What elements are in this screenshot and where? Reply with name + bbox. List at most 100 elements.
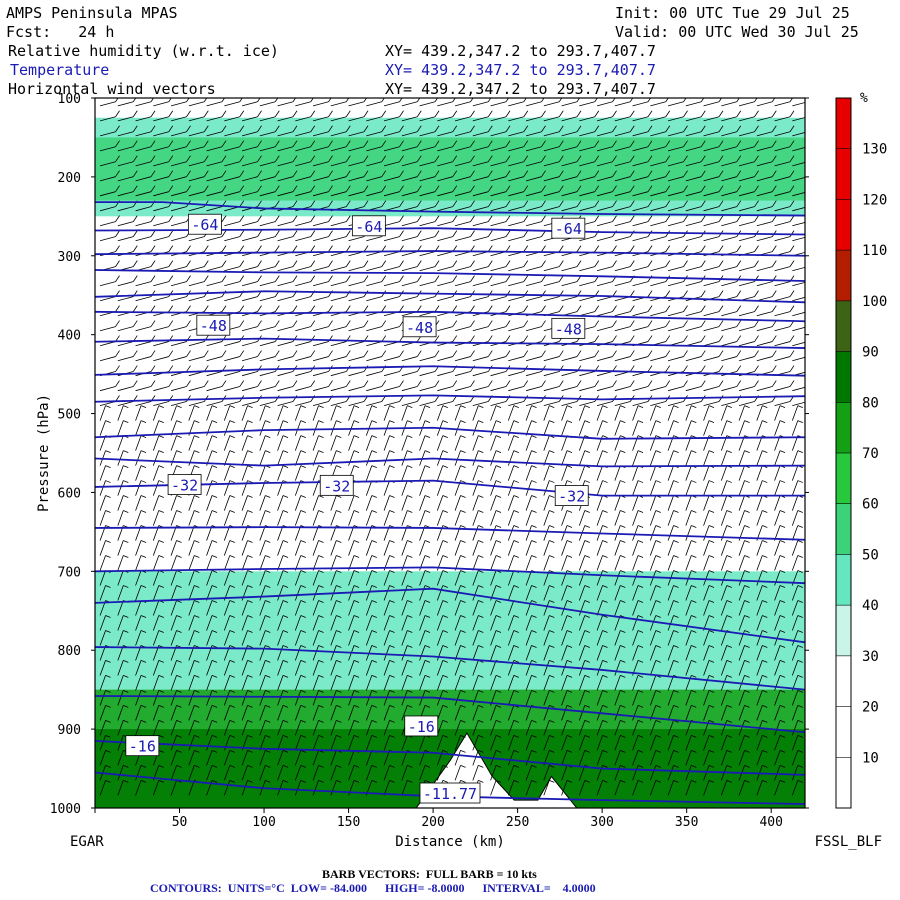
wind-barb [383, 570, 395, 586]
wind-barb [649, 450, 661, 466]
wind-barb [791, 735, 803, 751]
wind-barb [99, 170, 120, 182]
wind-barb [206, 290, 227, 302]
isotherm [95, 201, 805, 217]
wind-barb [312, 98, 332, 107]
colorbar-segment [836, 554, 851, 606]
wind-barb [543, 525, 555, 541]
wind-barb [454, 735, 466, 751]
wind-barb [241, 260, 262, 272]
wind-barb [774, 735, 786, 751]
wind-barb [614, 405, 626, 421]
wind-barb [383, 230, 404, 242]
wind-barb [170, 230, 191, 242]
wind-barb [153, 215, 174, 227]
wind-barb [152, 675, 164, 691]
wind-barb [738, 615, 750, 631]
wind-barb [454, 170, 475, 182]
wind-barb [685, 125, 706, 137]
x-tick-label: 250 [506, 815, 529, 830]
wind-barb [259, 690, 271, 706]
wind-barb [738, 585, 750, 601]
wind-barb [348, 450, 360, 466]
wind-barb [277, 630, 289, 646]
wind-barb [117, 495, 129, 511]
wind-barb [117, 540, 129, 556]
wind-barb [259, 335, 280, 347]
colorbar-segment [836, 402, 851, 453]
wind-barb [578, 735, 590, 751]
wind-barb [490, 200, 511, 212]
wind-barb [561, 510, 573, 526]
wind-barb [614, 170, 635, 182]
wind-barb [508, 155, 529, 167]
wind-barb [437, 305, 458, 317]
wind-barb [99, 540, 111, 556]
contour-label: -48 [406, 319, 433, 337]
wind-barb [383, 645, 395, 661]
wind-barb [774, 170, 795, 182]
wind-barb [650, 335, 671, 347]
wind-barb [188, 615, 200, 631]
wind-barb [525, 260, 546, 272]
wind-barb [507, 690, 519, 706]
wind-barb [188, 110, 209, 122]
wind-barb [135, 555, 147, 571]
wind-barb [99, 779, 111, 796]
wind-barb [632, 764, 644, 781]
wind-barb [774, 125, 795, 137]
wind-barb [117, 230, 138, 242]
wind-barb [525, 630, 537, 646]
wind-barb [383, 764, 395, 781]
colorbar-segment [836, 605, 851, 656]
wind-barb [703, 170, 724, 182]
wind-barb [650, 98, 669, 107]
wind-barb [738, 705, 750, 721]
wind-barb [738, 230, 759, 242]
wind-barb [383, 585, 395, 601]
wind-barb [774, 245, 795, 257]
wind-barb [596, 450, 608, 466]
contour-label: -16 [129, 738, 156, 756]
wind-barb [472, 230, 493, 242]
wind-barb [472, 645, 484, 661]
wind-barb [774, 480, 786, 496]
wind-barb [153, 365, 174, 377]
wind-barb [259, 764, 271, 781]
x-tick-label: 150 [337, 815, 360, 830]
wind-barb [508, 98, 527, 107]
wind-barb [188, 690, 200, 706]
wind-barb [170, 615, 182, 631]
wind-barb [401, 540, 413, 556]
wind-barb [792, 251, 805, 257]
wind-barb [738, 720, 750, 736]
wind-barb [135, 350, 156, 362]
wind-barb [543, 690, 555, 706]
wind-barb [667, 215, 688, 227]
wind-barb [596, 98, 616, 107]
wind-barb [152, 630, 164, 646]
wind-barb [330, 275, 351, 287]
wind-barb [206, 98, 226, 107]
wind-barb [312, 435, 324, 451]
wind-barb [667, 450, 679, 466]
wind-barb [454, 525, 466, 541]
contour-label: -11.77 [423, 785, 477, 803]
wind-barb [792, 371, 805, 377]
wind-barb [632, 245, 653, 257]
wind-barb [667, 779, 679, 796]
wind-barb [649, 735, 661, 751]
wind-barb [685, 779, 697, 796]
wind-barb [295, 260, 316, 272]
colorbar-segment [836, 250, 851, 301]
y-tick-label: 400 [58, 329, 81, 344]
wind-barb [720, 480, 732, 496]
wind-barb [774, 675, 786, 691]
wind-barb [454, 275, 475, 287]
wind-barb [685, 305, 706, 317]
wind-barb [579, 305, 600, 317]
wind-barb [348, 660, 360, 676]
wind-barb [650, 320, 671, 332]
wind-barb [437, 200, 458, 212]
wind-barb [454, 749, 466, 766]
